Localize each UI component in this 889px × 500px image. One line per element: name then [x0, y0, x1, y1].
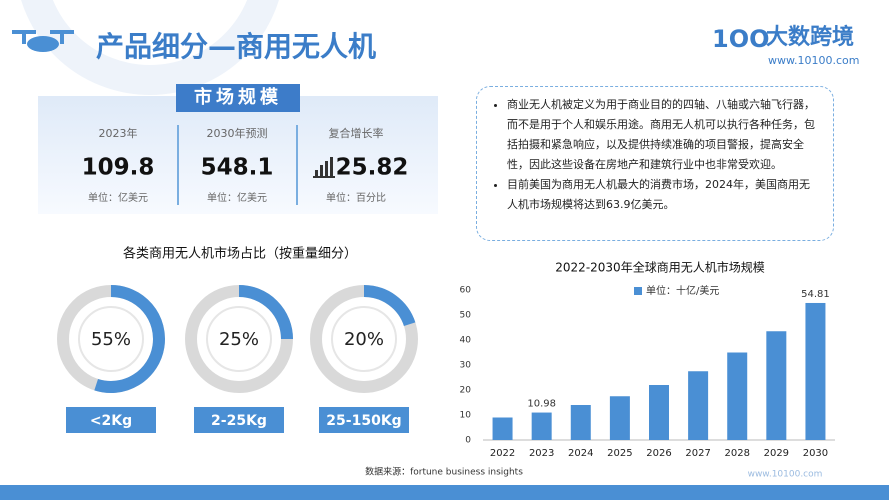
bar [649, 385, 669, 440]
drone-icon [12, 30, 74, 52]
y-tick-label: 50 [460, 311, 472, 321]
y-tick-label: 30 [460, 361, 472, 371]
category-box [194, 407, 284, 433]
brand: 大数跨境 [766, 24, 854, 50]
legend-swatch [634, 287, 642, 295]
chart-icon [313, 157, 335, 178]
stats-title: 市场规模 [194, 86, 282, 108]
source: 数据来源：fortune business insights [365, 466, 523, 478]
note: 目前美国为商用无人机最大的消费市场，2024年，美国商用无人机市场规模将达到63… [507, 175, 819, 215]
stat-value: 548.1 [201, 155, 274, 181]
stat-unit: 单位：亿美元 [207, 191, 267, 204]
category-label: 2-25Kg [211, 413, 267, 429]
bar [570, 405, 591, 440]
stat-label: 复合增长率 [329, 126, 384, 140]
note: 商业无人机被定义为用于商业目的的四轴、八轴或六轴飞行器，而不是用于个人和娱乐用途… [507, 95, 819, 175]
stat-unit: 单位：百分比 [326, 191, 386, 204]
x-tick-label: 2027 [685, 448, 710, 459]
donut-arc [94, 285, 165, 393]
donut-center [78, 306, 144, 372]
value-label: 54.81 [801, 289, 830, 300]
stat-label: 2030年预测 [207, 126, 268, 140]
x-tick-label: 2029 [764, 448, 789, 459]
legend-label: 单位：十亿/美元 [646, 284, 719, 297]
donut-center [331, 306, 397, 372]
donut-label: 55% [91, 329, 131, 350]
bar [805, 302, 826, 440]
category-label: <2Kg [90, 413, 132, 429]
y-tick-label: 10 [460, 411, 472, 421]
notes-box: 商业无人机被定义为用于商业目的的四轴、八轴或六轴飞行器，而不是用于个人和娱乐用途… [476, 86, 834, 241]
stats-title-box [176, 84, 300, 112]
bar [609, 396, 630, 440]
bar [766, 331, 787, 440]
stat-unit: 单位：亿美元 [88, 191, 148, 204]
x-tick-label: 2025 [607, 448, 632, 459]
donut-arc [363, 285, 416, 327]
chart-title: 各类商用无人机市场占比（按重量细分） [123, 246, 357, 262]
x-tick-label: 2023 [529, 448, 554, 459]
donut-arc [238, 285, 293, 340]
stats-panel [38, 96, 438, 214]
stat-label: 2023年 [99, 126, 138, 140]
chart-title: 2022-2030年全球商用无人机市场规模 [555, 260, 764, 275]
value-label: 10.98 [527, 399, 556, 410]
bar [531, 412, 552, 440]
category-label: 25-150Kg [326, 413, 401, 429]
y-tick-label: 20 [460, 386, 472, 396]
x-tick-label: 2028 [724, 448, 749, 459]
category-box [66, 407, 156, 433]
x-tick-label: 2026 [646, 448, 671, 459]
x-tick-label: 2022 [490, 448, 515, 459]
footer-url: www.10100.com [748, 470, 823, 480]
y-tick-label: 60 [460, 286, 472, 296]
donut-label: 20% [344, 329, 384, 350]
decor [21, 0, 279, 95]
x-tick-label: 2030 [803, 448, 828, 459]
y-tick-label: 0 [465, 436, 471, 446]
bar [727, 352, 748, 440]
stat-value: 109.8 [82, 155, 155, 181]
donut-label: 25% [219, 329, 259, 350]
y-tick-label: 40 [460, 336, 472, 346]
footer-bar [0, 485, 889, 500]
category-box [319, 407, 409, 433]
title: 产品细分—商用无人机 [96, 30, 376, 63]
donut-center [206, 306, 272, 372]
x-tick-label: 2024 [568, 448, 593, 459]
bar [492, 417, 513, 440]
bar [688, 371, 709, 440]
logo-mark: 1OO [712, 25, 770, 53]
stat-value: 25.82 [336, 155, 409, 181]
brand-url: www.10100.com [768, 54, 859, 67]
